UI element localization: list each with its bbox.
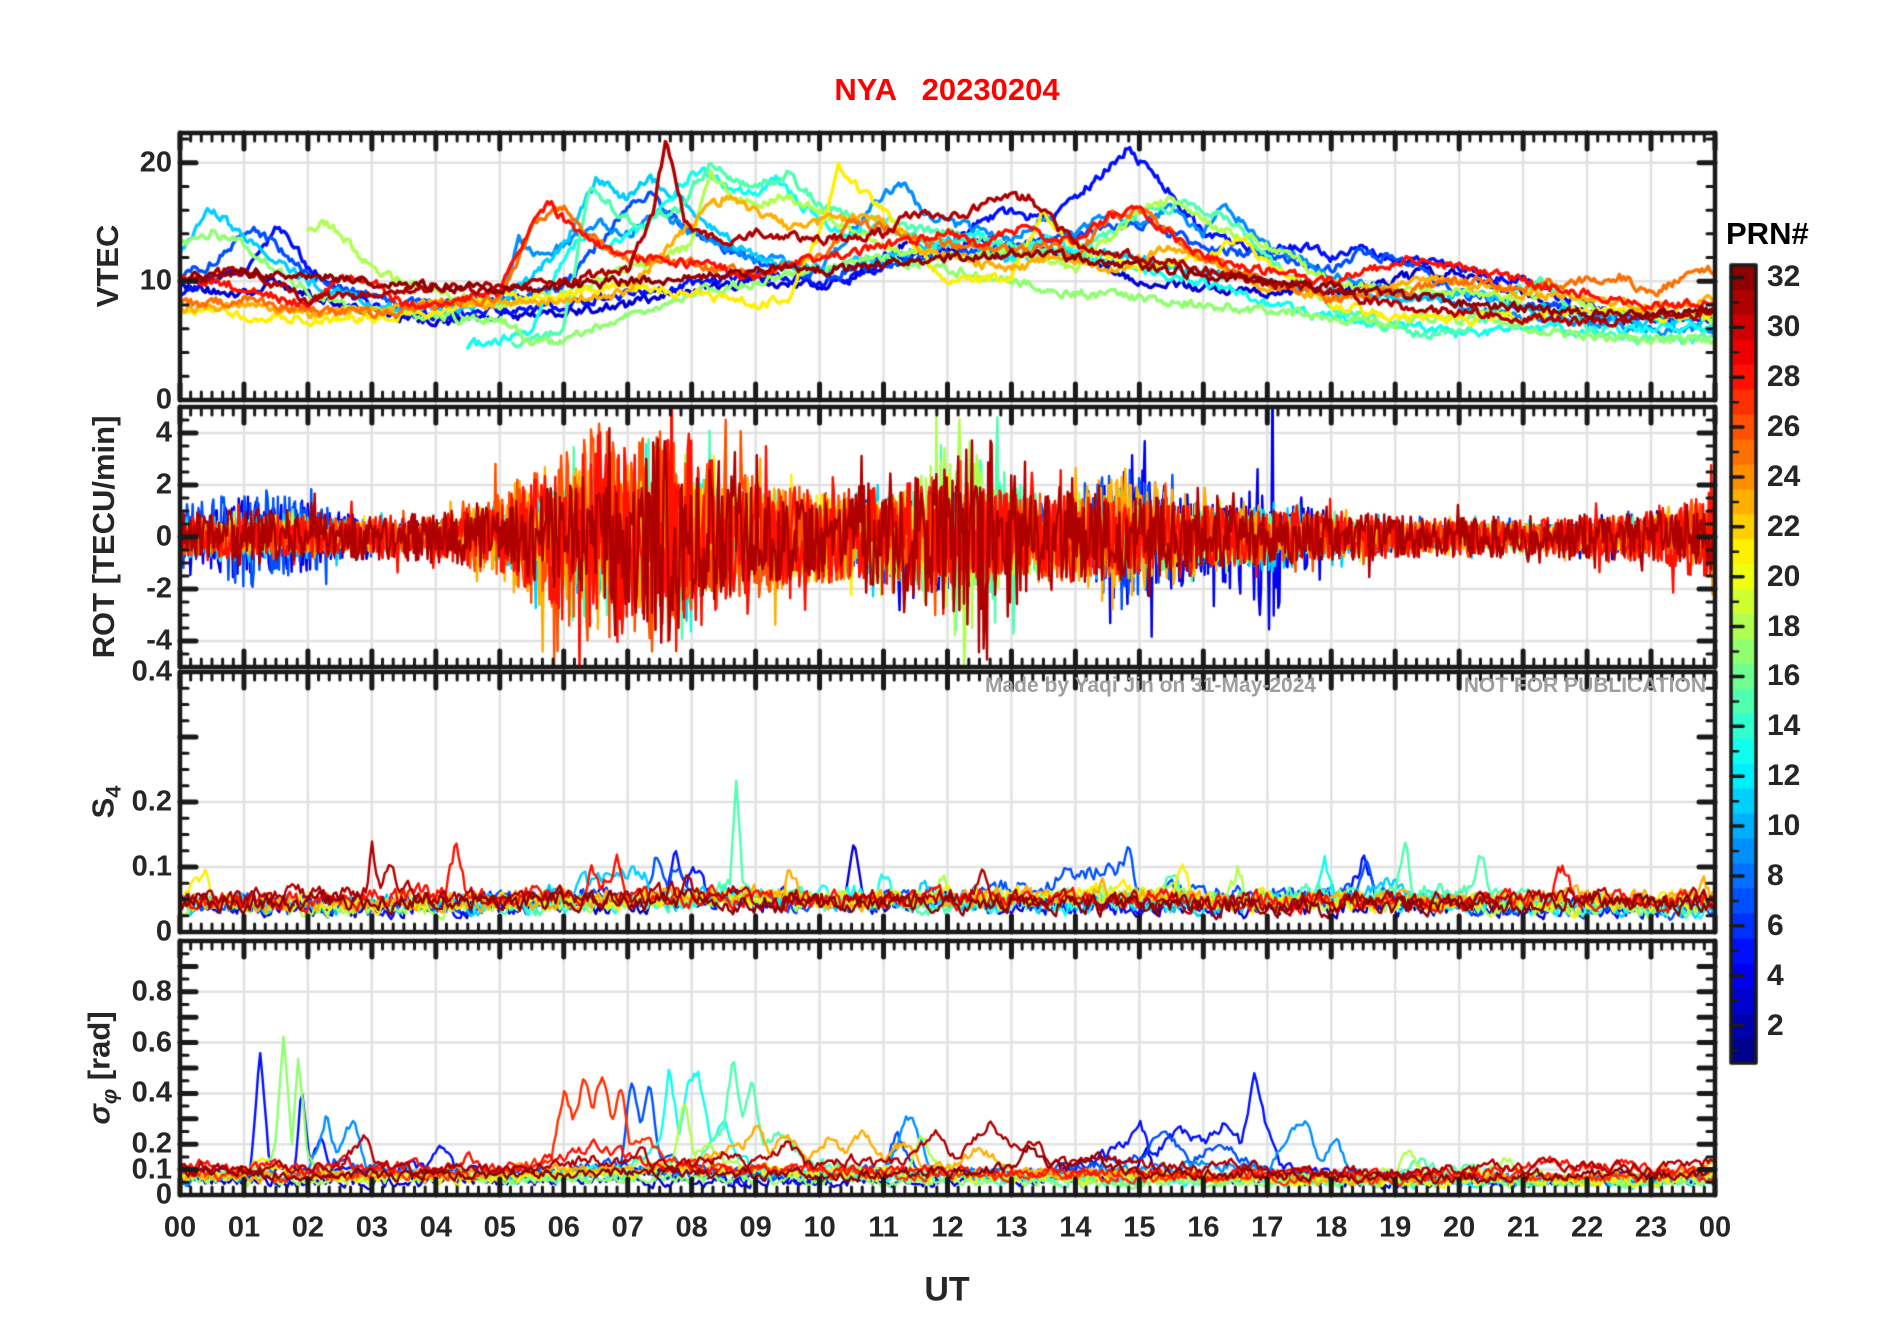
x-tick-label: 14 [1059, 1211, 1092, 1244]
y-tick-label: 0.1 [131, 850, 172, 883]
x-tick-label: 23 [1634, 1211, 1668, 1244]
colorbar-title: PRN# [1726, 216, 1809, 251]
xlabel: UT [924, 1270, 970, 1309]
x-tick-label: 01 [227, 1211, 261, 1244]
ylabel-s4: S4 [85, 786, 126, 819]
colorbar-tick-label: 14 [1767, 709, 1801, 743]
colorbar-tick-label: 18 [1767, 609, 1801, 643]
y-tick-label: 0 [155, 915, 172, 948]
x-tick-label: 22 [1570, 1211, 1604, 1244]
x-tick-label: 13 [995, 1211, 1028, 1244]
y-tick-label: 4 [155, 416, 172, 449]
y-tick-label: 0.1 [131, 1153, 172, 1186]
ylabel-s4-sub: 4 [100, 785, 126, 798]
y-tick-label: 0.6 [131, 1026, 172, 1059]
colorbar-tick-label: 16 [1767, 659, 1801, 693]
colorbar-tick-label: 28 [1767, 360, 1801, 394]
y-tick-label: 0.4 [131, 1076, 172, 1109]
x-tick-label: 11 [868, 1211, 899, 1244]
page-title: NYA 20230204 [834, 72, 1060, 107]
y-tick-label: 0 [155, 383, 172, 416]
y-tick-label: 10 [139, 264, 172, 297]
y-tick-label: 0.2 [131, 1127, 172, 1160]
colorbar-tick-label: 30 [1767, 310, 1801, 344]
y-tick-label: 0.8 [131, 975, 172, 1008]
y-tick-label: 2 [155, 468, 172, 501]
ylabel-rot: ROT [TECU/min] [86, 415, 121, 659]
ylabel-sigma-rest: [rad] [81, 1011, 117, 1089]
y-tick-label: 0 [155, 1178, 172, 1211]
colorbar-tick-label: 26 [1767, 410, 1801, 444]
ylabel-s4-main: S [85, 797, 121, 819]
x-tick-label: 02 [291, 1211, 325, 1244]
colorbar-tick-label: 10 [1767, 809, 1801, 843]
y-tick-label: -4 [146, 624, 172, 657]
x-tick-label: 21 [1506, 1211, 1540, 1244]
y-tick-label: -2 [146, 572, 172, 605]
ylabel-vtec: VTEC [90, 224, 125, 308]
colorbar-tick-label: 12 [1767, 759, 1801, 793]
colorbar-tick-label: 2 [1767, 1008, 1784, 1042]
colorbar-tick-label: 24 [1767, 459, 1801, 493]
x-tick-label: 15 [1123, 1211, 1156, 1244]
colorbar-tick-label: 32 [1767, 260, 1801, 294]
colorbar-tick-label: 4 [1767, 958, 1784, 992]
x-tick-label: 10 [803, 1211, 836, 1244]
ylabel-sigma-main: σ [81, 1104, 117, 1125]
colorbar-tick-label: 20 [1767, 559, 1801, 593]
y-tick-label: 0.2 [131, 785, 172, 818]
x-tick-label: 07 [611, 1211, 644, 1244]
x-tick-label: 18 [1315, 1211, 1348, 1244]
x-tick-label: 09 [739, 1211, 772, 1244]
y-tick-label: 0 [155, 520, 172, 553]
x-tick-label: 12 [931, 1211, 964, 1244]
x-tick-label: 06 [547, 1211, 580, 1244]
ylabel-sigma-sub: φ [96, 1088, 122, 1105]
x-tick-label: 00 [1698, 1211, 1732, 1244]
x-tick-label: 19 [1379, 1211, 1412, 1244]
x-tick-label: 04 [419, 1211, 452, 1244]
colorbar-tick-label: 8 [1767, 858, 1784, 892]
x-tick-label: 17 [1251, 1211, 1284, 1244]
x-tick-label: 03 [355, 1211, 389, 1244]
ylabel-sigma-phi: σφ [rad] [81, 1011, 122, 1124]
x-tick-label: 05 [483, 1211, 516, 1244]
watermark-notice: NOT FOR PUBLICATION [1463, 674, 1706, 697]
colorbar-tick-label: 6 [1767, 908, 1784, 942]
x-tick-label: 00 [163, 1211, 197, 1244]
x-tick-label: 16 [1187, 1211, 1220, 1244]
y-tick-label: 0.4 [131, 655, 172, 688]
y-tick-label: 20 [139, 146, 172, 179]
x-tick-label: 20 [1443, 1211, 1476, 1244]
colorbar-tick-label: 22 [1767, 509, 1801, 543]
watermark-author: Made by Yaqi Jin on 31-May-2024 [985, 674, 1317, 697]
x-tick-label: 08 [675, 1211, 708, 1244]
